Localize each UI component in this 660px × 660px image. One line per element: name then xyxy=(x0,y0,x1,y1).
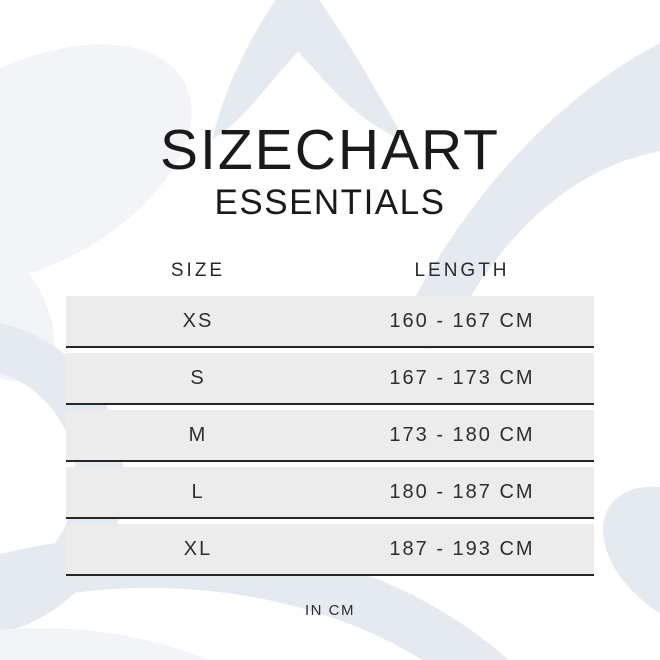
length-cell: 173 - 180 CM xyxy=(389,423,535,446)
table-row: L 180 - 187 CM xyxy=(66,467,594,519)
size-cell: L xyxy=(191,480,205,503)
length-cell: 180 - 187 CM xyxy=(389,480,535,503)
size-cell: XL xyxy=(183,537,213,560)
table-header: SIZE LENGTH xyxy=(66,260,594,282)
table-row: M 173 - 180 CM xyxy=(66,410,594,462)
length-cell: 167 - 173 CM xyxy=(389,366,535,389)
size-cell: S xyxy=(190,366,206,389)
length-cell: 160 - 167 CM xyxy=(389,309,535,332)
table-row: XS 160 - 167 CM xyxy=(66,296,594,348)
column-header-size: SIZE xyxy=(170,260,226,281)
size-table: SIZE LENGTH XS 160 - 167 CM S 167 - 173 … xyxy=(66,260,594,576)
size-cell: M xyxy=(188,423,208,446)
column-header-length: LENGTH xyxy=(414,260,510,281)
size-cell: XS xyxy=(182,309,214,332)
table-row: S 167 - 173 CM xyxy=(66,353,594,405)
unit-footnote: IN CM xyxy=(305,602,355,619)
page-subtitle: ESSENTIALS xyxy=(214,183,446,222)
page-title: SIZECHART xyxy=(160,118,500,182)
table-row: XL 187 - 193 CM xyxy=(66,524,594,576)
table-body: XS 160 - 167 CM S 167 - 173 CM M 173 - 1… xyxy=(66,296,594,576)
length-cell: 187 - 193 CM xyxy=(389,537,535,560)
